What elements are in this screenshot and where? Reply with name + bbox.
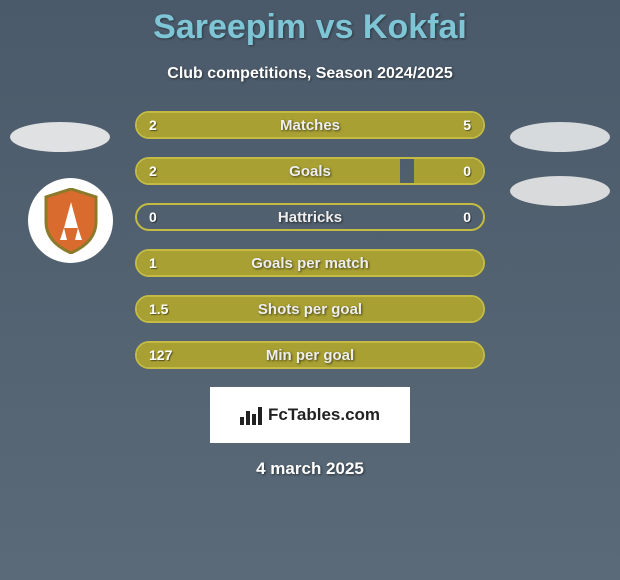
bar-value-left: 127 [149,343,172,367]
stat-row: 127Min per goal [135,341,485,369]
stat-row: 0 0Hattricks [135,203,485,231]
bar-value-left: 2 [149,113,157,137]
stat-row: 25Matches [135,111,485,139]
bar-value-right: 0 [463,205,471,229]
stat-row: 20Goals [135,157,485,185]
bar-value-right: 0 [463,159,471,183]
bar-fill-left [137,251,483,275]
date-text: 4 march 2025 [0,459,620,479]
bar-fill-left [137,159,400,183]
subtitle: Club competitions, Season 2024/2025 [0,65,620,83]
page-title: Sareepim vs Kokfai [0,0,620,47]
bar-fill-left [137,297,483,321]
club-badge [28,178,113,263]
bar-value-left: 1.5 [149,297,168,321]
shield-icon [43,188,99,254]
bar-fill-right [237,113,483,137]
bar-fill-right [414,159,483,183]
brand-chart-icon [240,405,262,425]
stat-bars: 25Matches20Goals00Hattricks1Goals per ma… [135,111,485,369]
bar-value-right: 5 [463,113,471,137]
bar-fill-left [137,343,483,367]
bar-value-left: 2 [149,159,157,183]
stat-row: 1Goals per match [135,249,485,277]
bar-value-left: 0 [149,205,157,229]
stat-row: 1.5Shots per goal [135,295,485,323]
bar-label: Hattricks [137,205,483,229]
brand-text: FcTables.com [268,405,380,425]
brand-box: FcTables.com [210,387,410,443]
player2-badge-placeholder-2 [510,176,610,206]
bar-value-left: 1 [149,251,157,275]
player2-badge-placeholder-1 [510,122,610,152]
player1-badge-placeholder [10,122,110,152]
